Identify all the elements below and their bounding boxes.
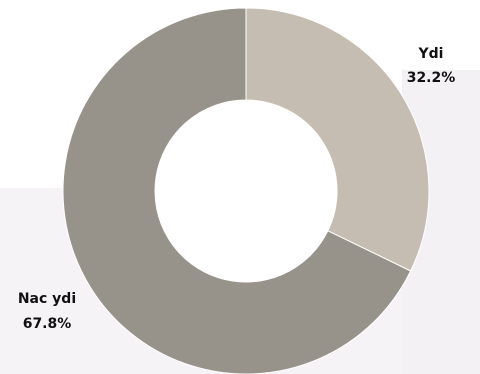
donut-hole — [155, 100, 337, 282]
slice-value-label-1: 32.2% — [407, 70, 456, 86]
slice-value-label-2: 67.8% — [23, 316, 72, 332]
slice-label-1: Ydi — [418, 46, 444, 62]
slice-label-2: Nac ydi — [18, 291, 76, 307]
